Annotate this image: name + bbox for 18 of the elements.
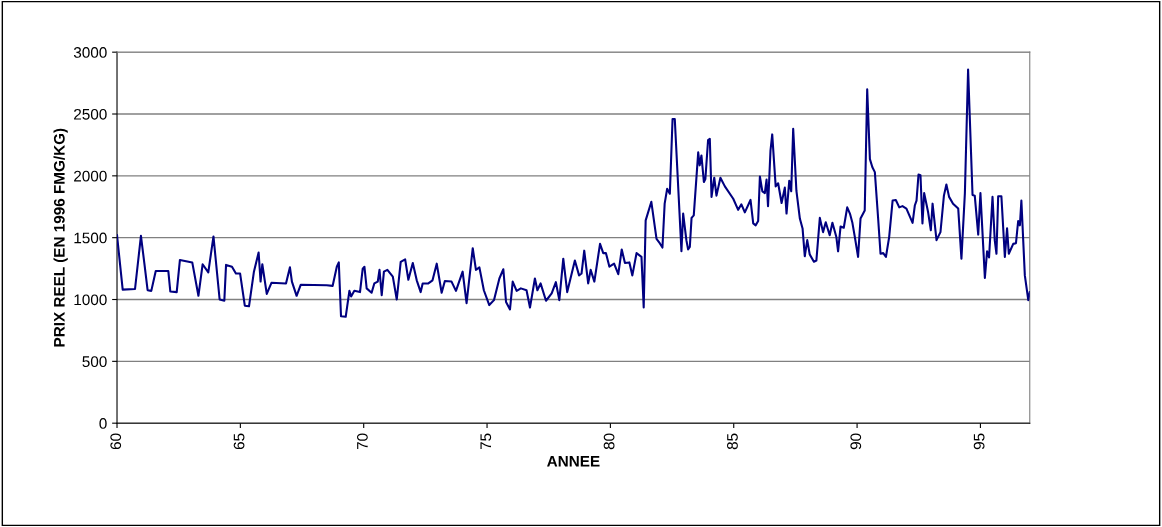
y-tick-label: 3000 [73, 47, 107, 58]
x-tick-label: 95 [973, 433, 985, 450]
x-tick-label: 60 [110, 433, 122, 450]
x-tick-label: 70 [356, 433, 368, 450]
x-tick-label: 85 [727, 433, 738, 450]
y-tick-label: 0 [99, 418, 107, 429]
y-tick-label: 2000 [74, 170, 107, 182]
x-axis-title: ANNEE [547, 456, 600, 467]
line-series [117, 68, 1030, 318]
x-tick-label: 90 [850, 433, 862, 450]
x-tick-label: 80 [603, 433, 615, 450]
x-tick-label: 65 [233, 433, 245, 450]
y-tick-label: 2500 [74, 108, 107, 120]
y-tick-label: 1500 [74, 232, 107, 244]
x-tick-label: 75 [480, 433, 492, 450]
y-tick-label: 1000 [74, 294, 107, 306]
y-tick-label: 500 [82, 356, 107, 368]
y-axis-title: PRIX REEL (EN 1996 FMG/KG) [53, 128, 68, 347]
